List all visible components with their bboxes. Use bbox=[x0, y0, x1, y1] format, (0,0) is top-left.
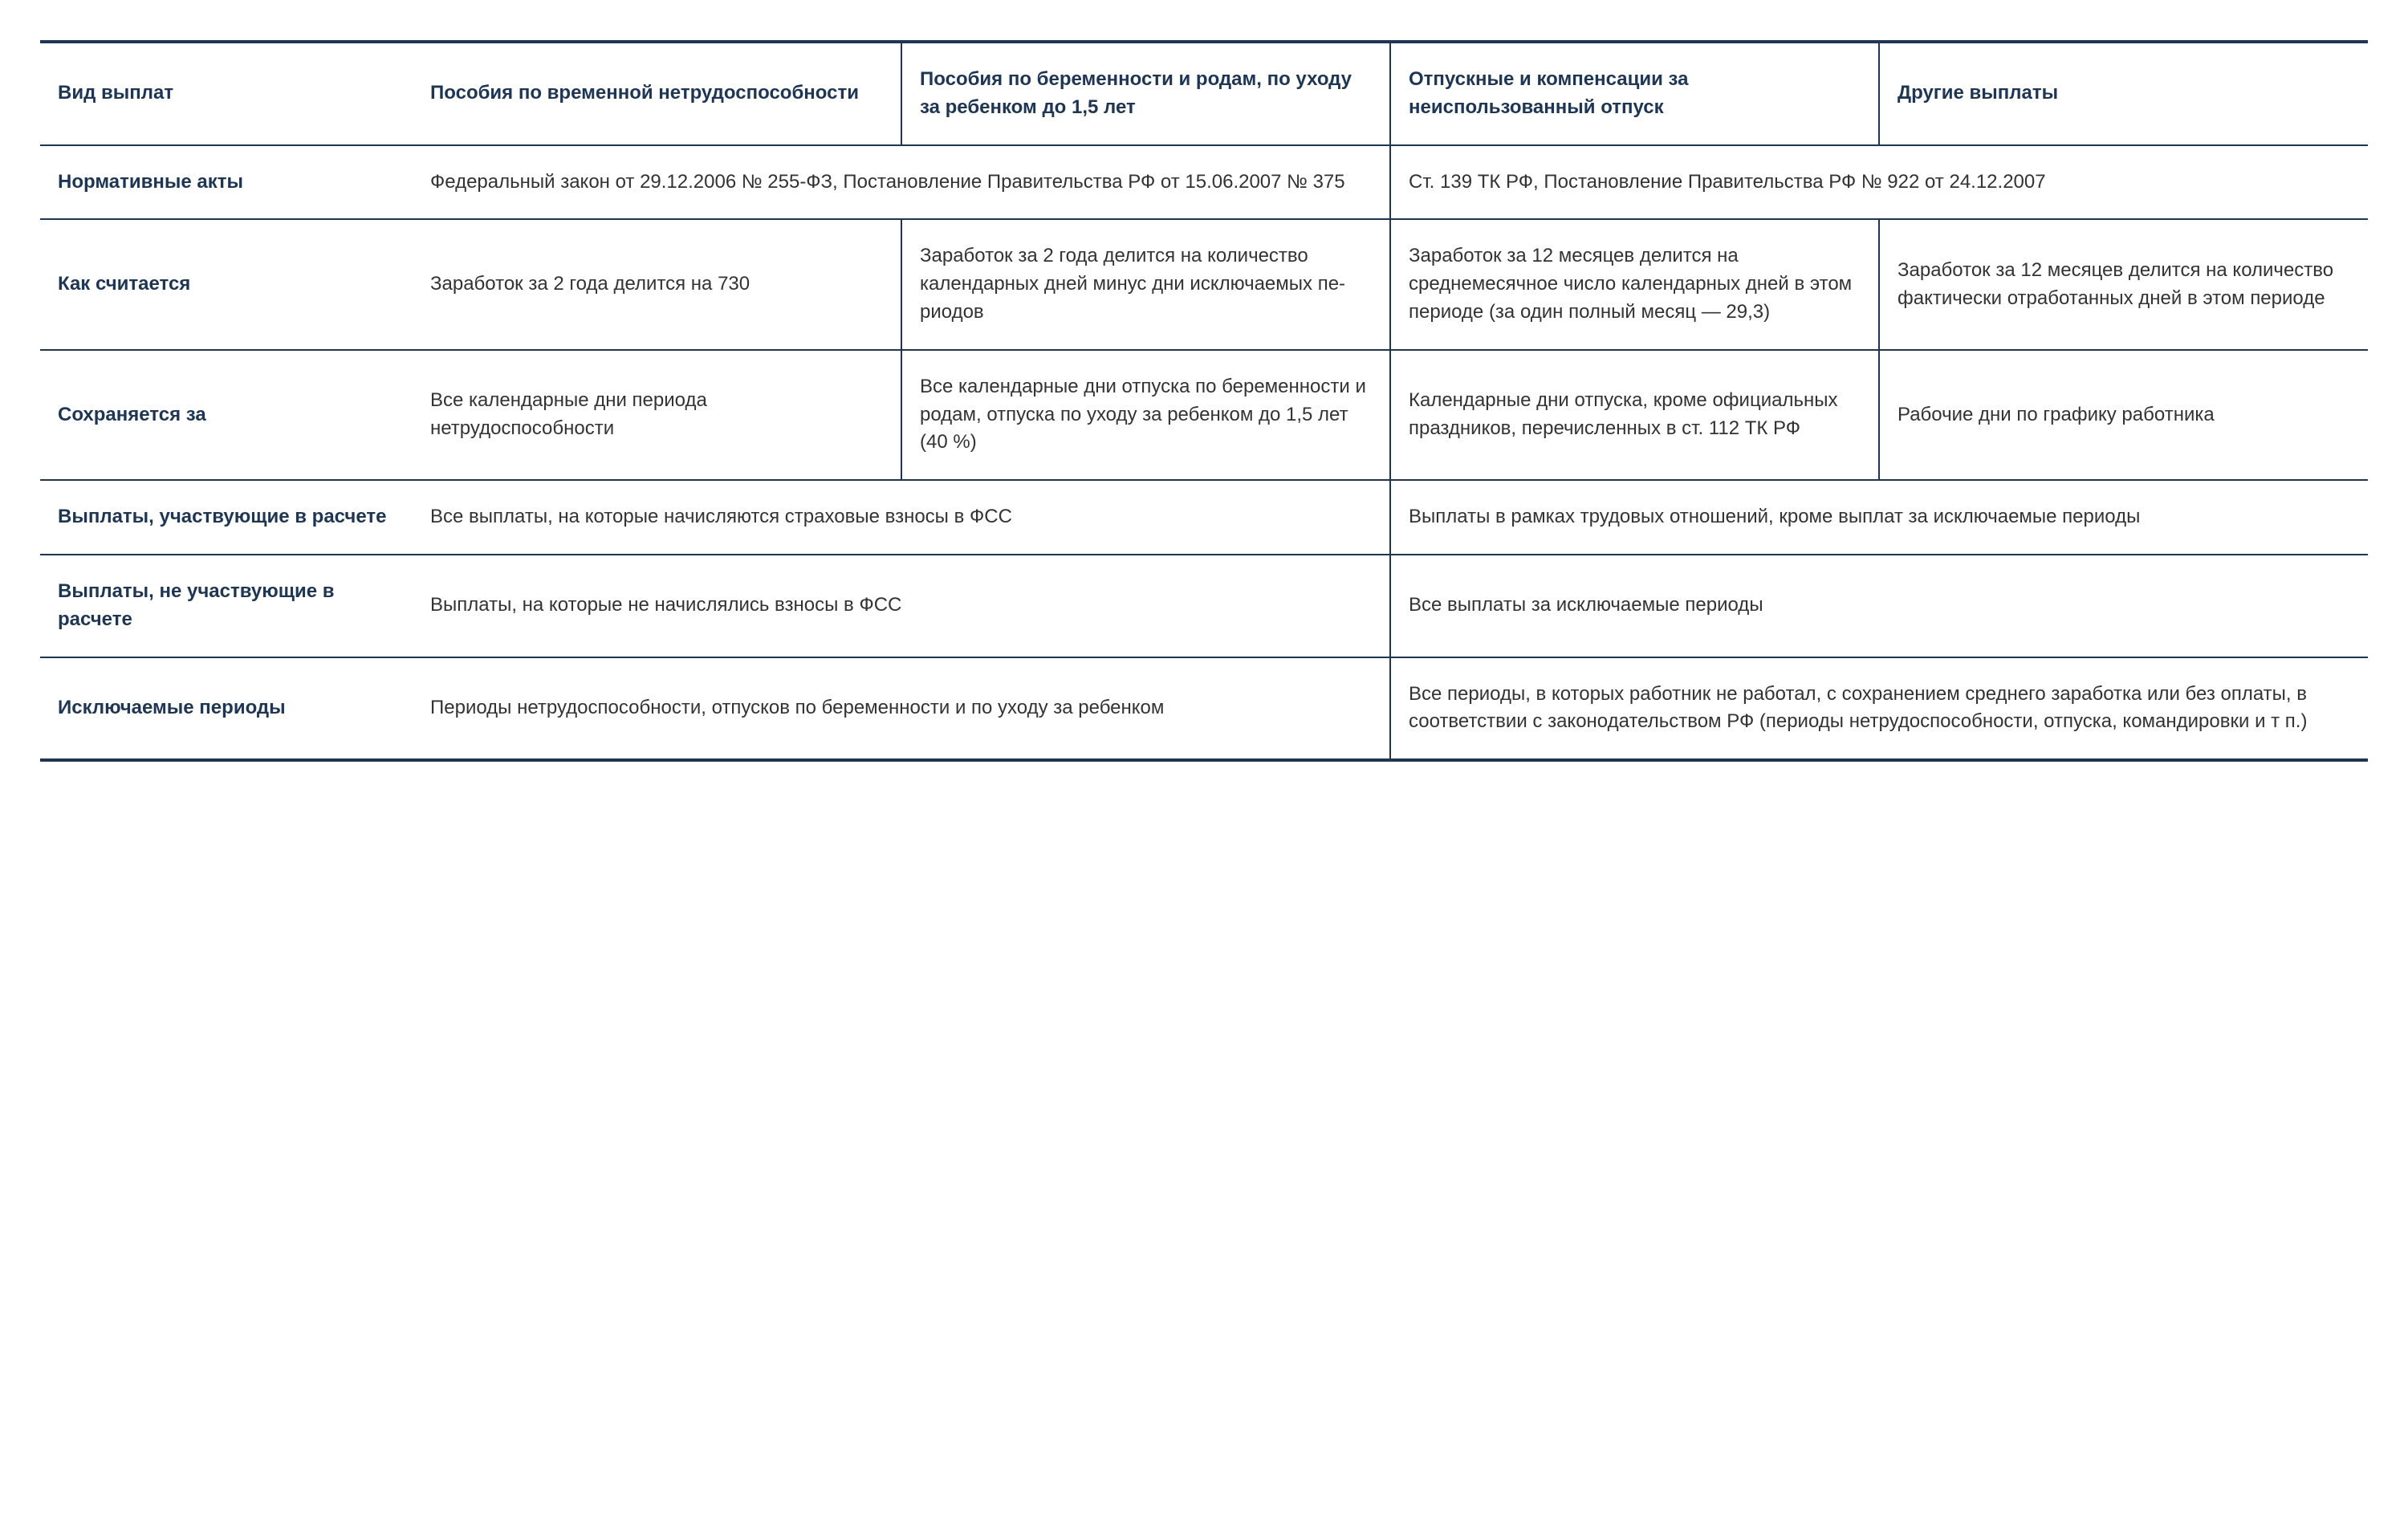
table-row: Сохраняется за Все календарные дни перио… bbox=[40, 350, 2368, 480]
row-label-preserved: Сохраняется за bbox=[40, 350, 413, 480]
col-header-type: Вид выплат bbox=[40, 42, 413, 145]
table-row: Нормативные акты Федеральный закон от 29… bbox=[40, 145, 2368, 220]
cell-payout-right: Все выплаты за исключаемые периоды bbox=[1390, 555, 2368, 657]
cell-payin-left: Все выплаты, на которые начисляются стра… bbox=[413, 480, 1390, 555]
cell-howcalc-3: Заработок за 12 месяцев де­лится на сред… bbox=[1390, 219, 1879, 349]
cell-preserved-2: Все календарные дни отпуска по беременно… bbox=[901, 350, 1390, 480]
cell-preserved-3: Календарные дни отпуска, кро­ме официаль… bbox=[1390, 350, 1879, 480]
col-header-disability: Пособия по временной нетрудоспособности bbox=[413, 42, 901, 145]
cell-preserved-4: Рабочие дни по графику работ­ника bbox=[1879, 350, 2368, 480]
payments-comparison-table: Вид выплат Пособия по временной нетрудос… bbox=[40, 40, 2368, 762]
cell-howcalc-4: Заработок за 12 месяцев де­лится на коли… bbox=[1879, 219, 2368, 349]
cell-normative-left: Федеральный закон от 29.12.2006 № 255-ФЗ… bbox=[413, 145, 1390, 220]
cell-howcalc-2: Заработок за 2 года делится на количеств… bbox=[901, 219, 1390, 349]
table-row: Как считается Заработок за 2 года делитс… bbox=[40, 219, 2368, 349]
table-row: Выплаты, не участвующие в расчете Выплат… bbox=[40, 555, 2368, 657]
cell-payin-right: Выплаты в рамках трудовых отношений, кро… bbox=[1390, 480, 2368, 555]
row-label-normative: Нормативные акты bbox=[40, 145, 413, 220]
table-row: Выплаты, участвующие в расчете Все выпла… bbox=[40, 480, 2368, 555]
col-header-maternity: Пособия по беременности и родам, по уход… bbox=[901, 42, 1390, 145]
cell-howcalc-1: Заработок за 2 года делится на 730 bbox=[413, 219, 901, 349]
row-label-payin: Выплаты, участвующие в расчете bbox=[40, 480, 413, 555]
cell-normative-right: Ст. 139 ТК РФ, Постановление Правительст… bbox=[1390, 145, 2368, 220]
cell-excluded-left: Периоды нетрудоспособности, отпусков по … bbox=[413, 657, 1390, 761]
col-header-other: Другие выплаты bbox=[1879, 42, 2368, 145]
cell-payout-left: Выплаты, на которые не начислялись взнос… bbox=[413, 555, 1390, 657]
cell-excluded-right: Все периоды, в которых работник не работ… bbox=[1390, 657, 2368, 761]
col-header-vacation: Отпускные и компенсации за неиспользован… bbox=[1390, 42, 1879, 145]
row-label-payout: Выплаты, не участвующие в расчете bbox=[40, 555, 413, 657]
row-label-howcalc: Как считается bbox=[40, 219, 413, 349]
row-label-excluded: Исключаемые периоды bbox=[40, 657, 413, 761]
cell-preserved-1: Все календарные дни периода нетрудоспосо… bbox=[413, 350, 901, 480]
table-row: Исключаемые периоды Периоды нетрудоспосо… bbox=[40, 657, 2368, 761]
